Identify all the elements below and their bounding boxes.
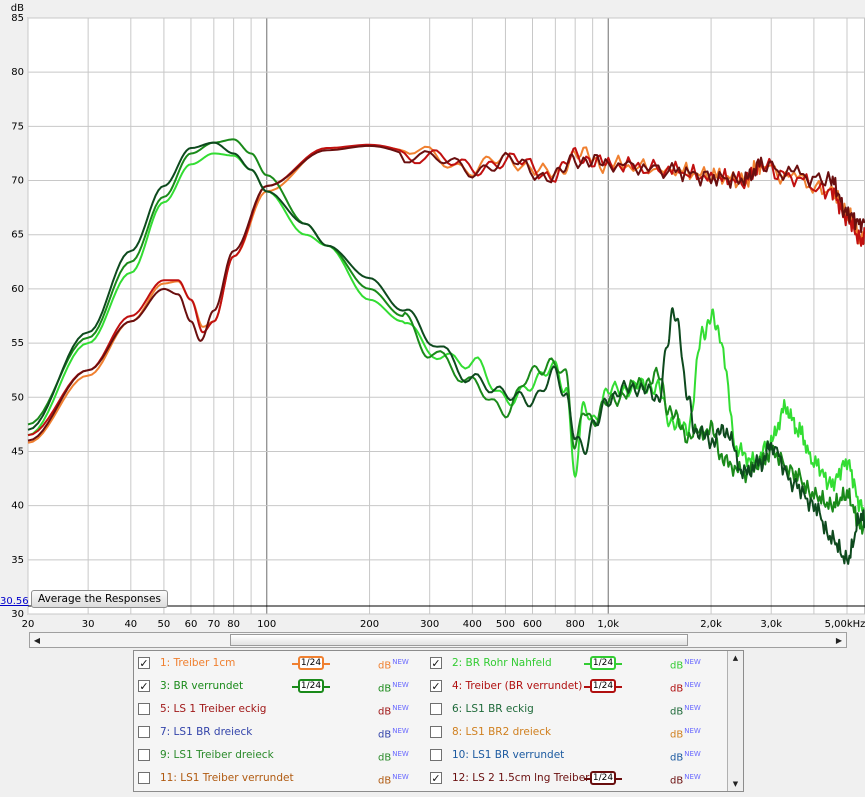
- x-tick-label: 500: [496, 619, 515, 628]
- legend-checkbox[interactable]: ✓: [138, 656, 150, 670]
- legend-label: 4: Treiber (BR verrundet): [452, 680, 583, 692]
- legend-label: 6: LS1 BR eckig: [452, 703, 534, 715]
- db-offset-label[interactable]: dBNEW: [670, 658, 701, 672]
- legend-item[interactable]: 11: LS1 Treiber verrundet: [138, 768, 294, 788]
- x-tick-label: 70: [207, 619, 220, 628]
- legend-label: 11: LS1 Treiber verrundet: [160, 772, 294, 784]
- legend-checkbox[interactable]: [138, 726, 150, 738]
- legend-checkbox[interactable]: [430, 726, 442, 738]
- db-offset-label[interactable]: dBNEW: [378, 727, 409, 741]
- smoothing-indicator[interactable]: 1/24: [584, 656, 622, 670]
- x-tick-label: 50: [158, 619, 171, 628]
- x-tick-label: 3,0k: [760, 619, 782, 628]
- db-offset-label[interactable]: dBNEW: [378, 658, 409, 672]
- db-offset-label[interactable]: dBNEW: [670, 727, 701, 741]
- y-tick-label: 65: [11, 230, 24, 241]
- smoothing-indicator[interactable]: 1/24: [584, 771, 622, 785]
- y-tick-label: 45: [11, 446, 24, 457]
- legend-item[interactable]: ✓ 4: Treiber (BR verrundet): [430, 676, 582, 696]
- legend-label: 3: BR verrundet: [160, 680, 244, 692]
- legend-item[interactable]: 8: LS1 BR2 dreieck: [430, 722, 551, 742]
- legend-item[interactable]: 9: LS1 Treiber dreieck: [138, 745, 274, 765]
- plot-area: [27, 17, 865, 615]
- x-tick-label: 40: [124, 619, 137, 628]
- legend-label: 8: LS1 BR2 dreieck: [452, 726, 552, 738]
- db-offset-label[interactable]: dBNEW: [378, 681, 409, 695]
- y-tick-label: 85: [11, 13, 24, 24]
- legend-item[interactable]: 7: LS1 BR dreieck: [138, 722, 252, 742]
- legend-vertical-scrollbar[interactable]: ▲ ▼: [727, 651, 743, 791]
- legend-checkbox[interactable]: [430, 703, 442, 715]
- series-line: [27, 138, 865, 535]
- x-tick-label: 600: [523, 619, 542, 628]
- x-tick-label: 60: [185, 619, 198, 628]
- db-offset-label[interactable]: dBNEW: [670, 704, 701, 718]
- legend-checkbox[interactable]: ✓: [430, 656, 442, 670]
- legend-label: 9: LS1 Treiber dreieck: [160, 749, 274, 761]
- x-tick-label: 300: [420, 619, 439, 628]
- legend-label: 5: LS 1 Treiber eckig: [160, 703, 267, 715]
- legend-item[interactable]: ✓ 3: BR verrundet: [138, 676, 243, 696]
- legend-checkbox[interactable]: [138, 772, 150, 784]
- scroll-right-arrow-icon[interactable]: ▶: [835, 635, 843, 645]
- legend-label: 1: Treiber 1cm: [160, 657, 236, 669]
- smoothing-indicator[interactable]: 1/24: [292, 679, 330, 693]
- offset-readout[interactable]: 30.56: [0, 596, 29, 607]
- x-tick-label: 30: [82, 619, 95, 628]
- series-line: [27, 144, 865, 442]
- series-line: [27, 141, 865, 565]
- x-tick-label: 5,00kHz: [825, 619, 865, 628]
- db-offset-label[interactable]: dBNEW: [378, 750, 409, 764]
- horizontal-scrollbar[interactable]: ◀ ▶: [29, 632, 847, 648]
- legend-item[interactable]: ✓ 1: Treiber 1cm: [138, 653, 235, 673]
- legend-item[interactable]: 6: LS1 BR eckig: [430, 699, 534, 719]
- legend-label: 7: LS1 BR dreieck: [160, 726, 253, 738]
- y-axis-unit: dB: [11, 3, 24, 14]
- y-tick-label: 50: [11, 392, 24, 403]
- x-tick-label: 1,0k: [597, 619, 619, 628]
- x-tick-label: 400: [463, 619, 482, 628]
- db-offset-label[interactable]: dBNEW: [378, 773, 409, 787]
- scroll-up-arrow-icon[interactable]: ▲: [732, 654, 739, 662]
- legend-item[interactable]: ✓ 12: LS 2 1.5cm lng Treiber: [430, 768, 590, 788]
- y-tick-label: 60: [11, 284, 24, 295]
- smoothing-indicator[interactable]: 1/24: [584, 679, 622, 693]
- y-tick-label: 80: [11, 67, 24, 78]
- average-responses-button[interactable]: Average the Responses: [31, 590, 168, 608]
- legend-item[interactable]: 5: LS 1 Treiber eckig: [138, 699, 266, 719]
- scroll-thumb[interactable]: [230, 634, 688, 646]
- db-offset-label[interactable]: dBNEW: [670, 773, 701, 787]
- x-tick-label: 2,0k: [700, 619, 722, 628]
- db-offset-label[interactable]: dBNEW: [670, 750, 701, 764]
- legend-item[interactable]: ✓ 2: BR Rohr Nahfeld: [430, 653, 552, 673]
- legend-checkbox[interactable]: [430, 749, 442, 761]
- x-tick-label: 80: [227, 619, 240, 628]
- y-tick-label: 40: [11, 501, 24, 512]
- legend-label: 2: BR Rohr Nahfeld: [452, 657, 552, 669]
- legend-item[interactable]: 10: LS1 BR verrundet: [430, 745, 564, 765]
- x-tick-label: 100: [257, 619, 276, 628]
- legend-checkbox[interactable]: ✓: [430, 679, 442, 693]
- legend-label: 10: LS1 BR verrundet: [452, 749, 565, 761]
- y-tick-label: 70: [11, 176, 24, 187]
- y-tick-label: 55: [11, 338, 24, 349]
- scroll-down-arrow-icon[interactable]: ▼: [732, 780, 739, 788]
- legend-checkbox[interactable]: [138, 749, 150, 761]
- measurement-legend-panel: ✓ 1: Treiber 1cm 1/24 dBNEW ✓ 2: BR Rohr Nahf…: [133, 650, 744, 792]
- smoothing-indicator[interactable]: 1/24: [292, 656, 330, 670]
- db-offset-label[interactable]: dBNEW: [378, 704, 409, 718]
- y-tick-label: 75: [11, 121, 24, 132]
- legend-label: 12: LS 2 1.5cm lng Treiber: [452, 772, 590, 784]
- x-tick-label: 800: [566, 619, 585, 628]
- legend-checkbox[interactable]: ✓: [138, 679, 150, 693]
- x-tick-label: 20: [22, 619, 35, 628]
- y-tick-label: 35: [11, 555, 24, 566]
- db-offset-label[interactable]: dBNEW: [670, 681, 701, 695]
- legend-checkbox[interactable]: ✓: [430, 771, 442, 785]
- x-tick-label: 200: [360, 619, 379, 628]
- scroll-left-arrow-icon[interactable]: ◀: [33, 635, 41, 645]
- y-tick-label: 30: [11, 609, 24, 620]
- legend-checkbox[interactable]: [138, 703, 150, 715]
